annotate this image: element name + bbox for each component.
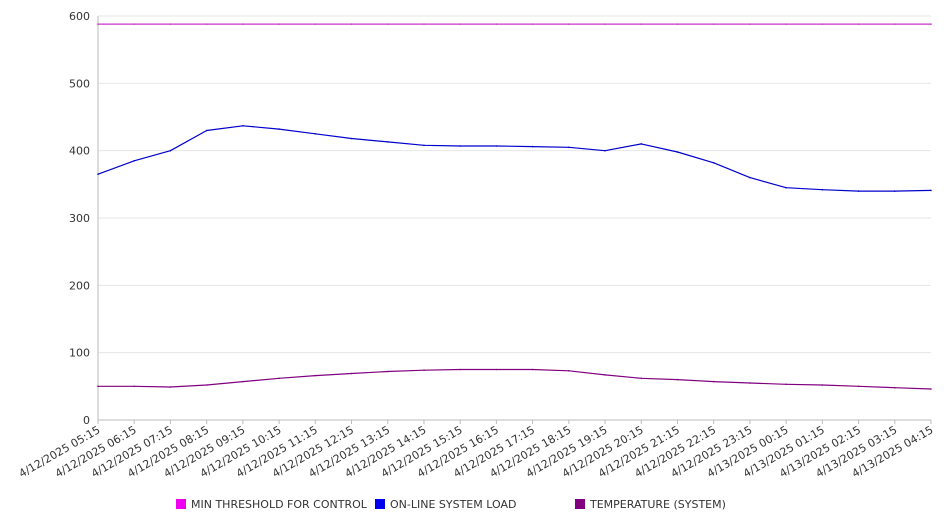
data-point-1-16 [676, 151, 679, 153]
data-point-1-1 [133, 160, 135, 162]
ytick-label-0: 0 [83, 414, 90, 427]
data-point-1-8 [386, 141, 389, 143]
data-point-1-15 [640, 143, 643, 145]
data-point-1-7 [350, 137, 353, 140]
series-line-1 [97, 125, 932, 192]
legend-swatch-load [375, 499, 385, 509]
legend-item-temperature[interactable]: TEMPERATURE (SYSTEM) [575, 497, 726, 513]
data-point-2-3 [205, 384, 208, 386]
data-point-2-11 [495, 368, 498, 371]
data-point-0-4 [242, 23, 244, 25]
data-point-0-11 [495, 23, 498, 25]
data-point-0-23 [930, 23, 932, 25]
legend-swatch-threshold [176, 499, 186, 509]
data-point-2-12 [531, 368, 534, 371]
data-point-2-13 [568, 370, 570, 372]
data-point-2-16 [676, 378, 679, 381]
data-point-1-18 [749, 176, 751, 179]
data-point-2-4 [242, 380, 244, 383]
legend-swatch-temperature [575, 499, 585, 509]
data-point-1-3 [205, 129, 208, 132]
data-point-2-9 [423, 369, 425, 372]
data-point-2-14 [604, 374, 606, 376]
data-point-0-0 [97, 23, 99, 25]
data-point-2-19 [785, 383, 787, 386]
data-point-0-12 [531, 23, 534, 25]
legend-label-load: ON-LINE SYSTEM LOAD [390, 498, 517, 511]
data-point-0-22 [894, 23, 896, 25]
data-point-2-18 [749, 382, 751, 384]
ytick-label-300: 300 [69, 212, 90, 225]
data-point-0-6 [314, 23, 317, 25]
data-point-1-10 [459, 145, 462, 147]
data-point-0-14 [604, 23, 606, 25]
data-point-2-10 [459, 368, 462, 371]
data-point-1-20 [821, 188, 824, 191]
data-point-1-22 [894, 190, 896, 192]
data-point-1-0 [97, 173, 99, 175]
data-point-0-8 [386, 23, 389, 25]
data-point-2-15 [640, 377, 643, 380]
data-point-1-13 [568, 146, 570, 149]
data-point-0-16 [676, 23, 679, 25]
data-point-1-4 [242, 125, 244, 127]
data-point-0-2 [169, 23, 172, 25]
data-point-2-17 [712, 380, 715, 383]
data-point-0-3 [205, 23, 208, 25]
legend-item-threshold[interactable]: MIN THRESHOLD FOR CONTROL [176, 497, 367, 513]
data-point-1-21 [857, 190, 860, 192]
data-point-2-22 [894, 386, 896, 389]
data-point-2-8 [386, 370, 389, 373]
data-point-1-14 [604, 149, 606, 152]
data-point-2-0 [97, 385, 99, 388]
data-point-0-7 [350, 23, 353, 25]
data-point-2-2 [169, 386, 172, 388]
data-point-1-19 [785, 186, 787, 189]
legend-label-temperature: TEMPERATURE (SYSTEM) [590, 498, 726, 511]
ytick-label-600: 600 [69, 10, 90, 23]
data-point-0-18 [749, 23, 751, 25]
data-point-1-11 [495, 145, 498, 147]
data-point-2-5 [278, 377, 280, 380]
data-point-0-21 [857, 23, 860, 25]
data-point-0-10 [459, 23, 462, 25]
data-point-0-13 [568, 23, 570, 25]
ytick-label-100: 100 [69, 347, 90, 360]
ytick-label-400: 400 [69, 145, 90, 158]
data-point-1-6 [314, 133, 317, 135]
data-point-1-17 [712, 162, 715, 164]
data-point-2-6 [314, 374, 317, 377]
data-point-2-7 [350, 372, 353, 375]
ytick-label-200: 200 [69, 279, 90, 292]
data-point-2-20 [821, 384, 824, 386]
legend-label-threshold: MIN THRESHOLD FOR CONTROL [191, 498, 367, 511]
data-point-0-19 [785, 23, 787, 25]
ytick-label-500: 500 [69, 77, 90, 90]
data-point-2-21 [857, 385, 860, 388]
data-point-0-20 [821, 23, 824, 25]
data-point-0-1 [133, 23, 135, 25]
series-line-2 [98, 368, 932, 390]
legend-item-load[interactable]: ON-LINE SYSTEM LOAD [375, 497, 516, 513]
data-point-0-9 [423, 23, 425, 25]
data-point-0-17 [712, 23, 715, 25]
data-point-0-5 [278, 23, 280, 25]
data-point-2-23 [930, 388, 932, 390]
data-point-1-12 [531, 145, 534, 148]
data-point-1-2 [169, 149, 172, 152]
data-point-1-23 [930, 189, 932, 192]
data-point-2-1 [133, 385, 135, 388]
data-point-0-15 [640, 23, 643, 25]
data-point-1-5 [278, 128, 280, 130]
chart-legend: MIN THRESHOLD FOR CONTROL ON-LINE SYSTEM… [0, 497, 946, 515]
data-point-1-9 [423, 144, 425, 147]
